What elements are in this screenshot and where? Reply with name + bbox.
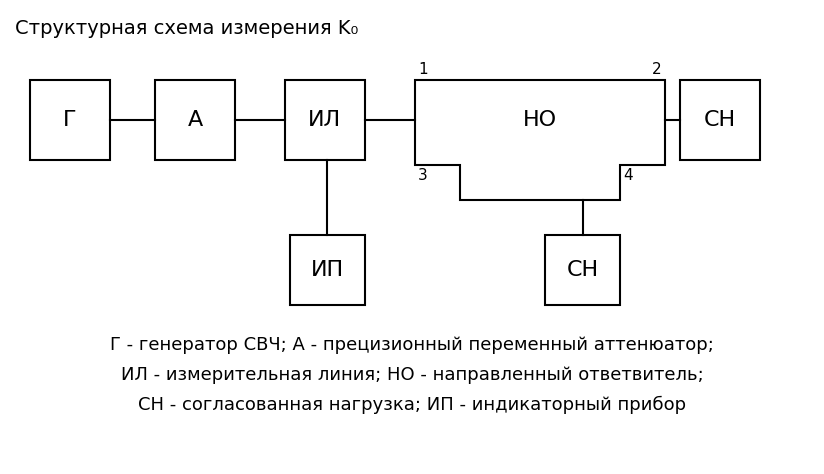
Bar	[545, 235, 620, 305]
Text: ИЛ - измерительная линия; НО - направленный ответвитель;: ИЛ - измерительная линия; НО - направлен…	[120, 366, 704, 384]
Bar	[680, 80, 760, 160]
Bar	[290, 235, 365, 305]
Bar	[155, 80, 235, 160]
Text: СН: СН	[566, 260, 598, 280]
Text: А: А	[187, 110, 203, 130]
Text: Структурная схема измерения K₀: Структурная схема измерения K₀	[15, 18, 358, 37]
Bar	[285, 80, 365, 160]
Text: 2: 2	[653, 62, 662, 77]
Text: ИЛ: ИЛ	[308, 110, 342, 130]
Text: 1: 1	[418, 62, 428, 77]
Text: Г - генератор СВЧ; А - прецизионный переменный аттенюатор;: Г - генератор СВЧ; А - прецизионный пере…	[110, 336, 714, 354]
Text: 3: 3	[418, 168, 428, 183]
Polygon shape	[415, 80, 665, 200]
Text: НО: НО	[523, 110, 557, 130]
Text: ИП: ИП	[311, 260, 344, 280]
Bar	[30, 80, 110, 160]
Text: СН - согласованная нагрузка; ИП - индикаторный прибор: СН - согласованная нагрузка; ИП - индика…	[138, 396, 686, 414]
Text: СН: СН	[704, 110, 736, 130]
Text: 4: 4	[623, 168, 633, 183]
Text: Г: Г	[63, 110, 77, 130]
